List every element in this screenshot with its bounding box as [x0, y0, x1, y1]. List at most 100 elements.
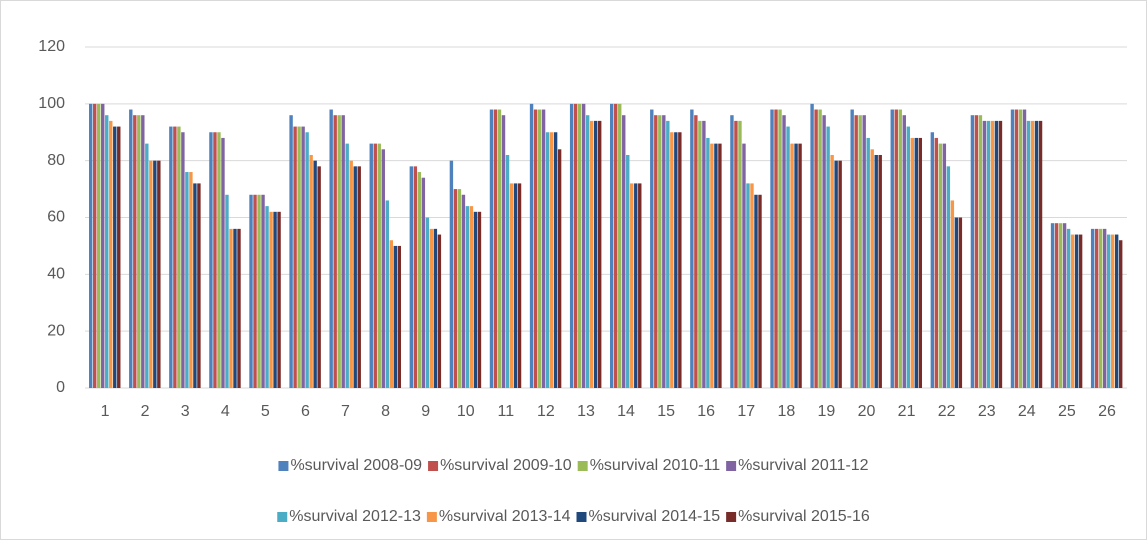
- bar: [589, 120, 594, 388]
- bar: [990, 120, 995, 388]
- bar: [193, 183, 197, 388]
- legend-swatch: [726, 461, 737, 471]
- bar: [934, 137, 939, 388]
- x-tick-label: 15: [657, 403, 675, 420]
- bar: [1078, 234, 1083, 388]
- bar: [341, 115, 345, 388]
- bar: [838, 160, 842, 388]
- bar: [702, 120, 706, 388]
- bar: [758, 194, 762, 388]
- x-tick-label: 11: [498, 403, 515, 420]
- bar: [373, 143, 377, 388]
- bar: [638, 183, 642, 388]
- bar: [950, 200, 955, 388]
- x-tick-label: 4: [221, 403, 230, 420]
- bar: [782, 115, 786, 388]
- bar: [573, 103, 578, 388]
- bar: [874, 154, 878, 388]
- bar: [381, 149, 385, 388]
- bar: [413, 166, 418, 388]
- bar: [581, 103, 586, 388]
- bar: [1050, 223, 1055, 388]
- bar: [906, 126, 910, 389]
- x-tick-label: 9: [421, 403, 430, 420]
- bar: [229, 228, 233, 388]
- y-tick-label: 40: [47, 266, 65, 283]
- bar: [541, 109, 546, 389]
- bar: [958, 217, 963, 388]
- y-tick-label: 60: [47, 209, 65, 226]
- bar: [714, 143, 718, 388]
- bar: [834, 160, 838, 388]
- bar: [181, 132, 185, 388]
- bar: [798, 143, 802, 388]
- x-tick-label: 14: [617, 403, 635, 420]
- bar: [141, 115, 145, 388]
- x-tick-label: 20: [858, 403, 876, 420]
- x-tick-label: 24: [1018, 403, 1036, 420]
- bar: [257, 194, 261, 388]
- bar: [577, 103, 582, 388]
- bar: [189, 172, 193, 388]
- bar: [878, 154, 882, 388]
- bar: [317, 166, 321, 388]
- bar: [429, 228, 434, 388]
- bar: [666, 120, 670, 388]
- x-tick-label: 3: [181, 403, 190, 420]
- bar: [553, 132, 558, 388]
- bar: [549, 132, 554, 388]
- bar: [902, 115, 906, 388]
- bar: [942, 143, 947, 388]
- bar: [333, 115, 337, 388]
- bar: [930, 132, 935, 388]
- bar: [501, 115, 506, 388]
- bar: [742, 143, 746, 388]
- bar: [622, 115, 626, 388]
- bar: [217, 132, 221, 388]
- bar: [654, 115, 658, 388]
- bar: [1090, 228, 1095, 388]
- bar: [593, 120, 598, 388]
- bar: [994, 120, 999, 388]
- bar: [810, 103, 814, 388]
- x-tick-label: 8: [381, 403, 390, 420]
- bar: [914, 137, 918, 388]
- x-tick-label: 21: [898, 403, 916, 420]
- bar: [1094, 228, 1099, 388]
- bar: [385, 200, 389, 388]
- bar: [369, 143, 373, 388]
- bar: [870, 149, 874, 388]
- bar: [690, 109, 694, 389]
- x-tick-label: 18: [777, 403, 795, 420]
- bar: [986, 120, 991, 388]
- bar: [529, 103, 534, 388]
- x-tick-label: 23: [978, 403, 996, 420]
- legend-label: %survival 2011-12: [738, 457, 869, 474]
- bar: [822, 115, 826, 388]
- legend-label: %survival 2015-16: [738, 508, 870, 525]
- bar: [353, 166, 357, 388]
- bar: [513, 183, 518, 388]
- bar: [1058, 223, 1063, 388]
- bar: [854, 115, 858, 388]
- bar: [858, 115, 862, 388]
- bar: [357, 166, 361, 388]
- bar: [610, 103, 614, 388]
- bar: [397, 245, 402, 388]
- x-tick-label: 17: [737, 403, 755, 420]
- bar: [261, 194, 265, 388]
- bar: [545, 132, 550, 388]
- bar: [1010, 109, 1015, 389]
- bar: [1114, 234, 1119, 388]
- bar: [309, 154, 313, 388]
- bar: [389, 240, 393, 388]
- bar: [1070, 234, 1075, 388]
- bar: [1074, 234, 1079, 388]
- bar: [754, 194, 758, 388]
- bar: [145, 143, 149, 388]
- bar: [293, 126, 297, 389]
- bar: [770, 109, 774, 389]
- legend-label: %survival 2014-15: [589, 508, 721, 525]
- bar: [750, 183, 754, 388]
- x-tick-label: 2: [141, 403, 150, 420]
